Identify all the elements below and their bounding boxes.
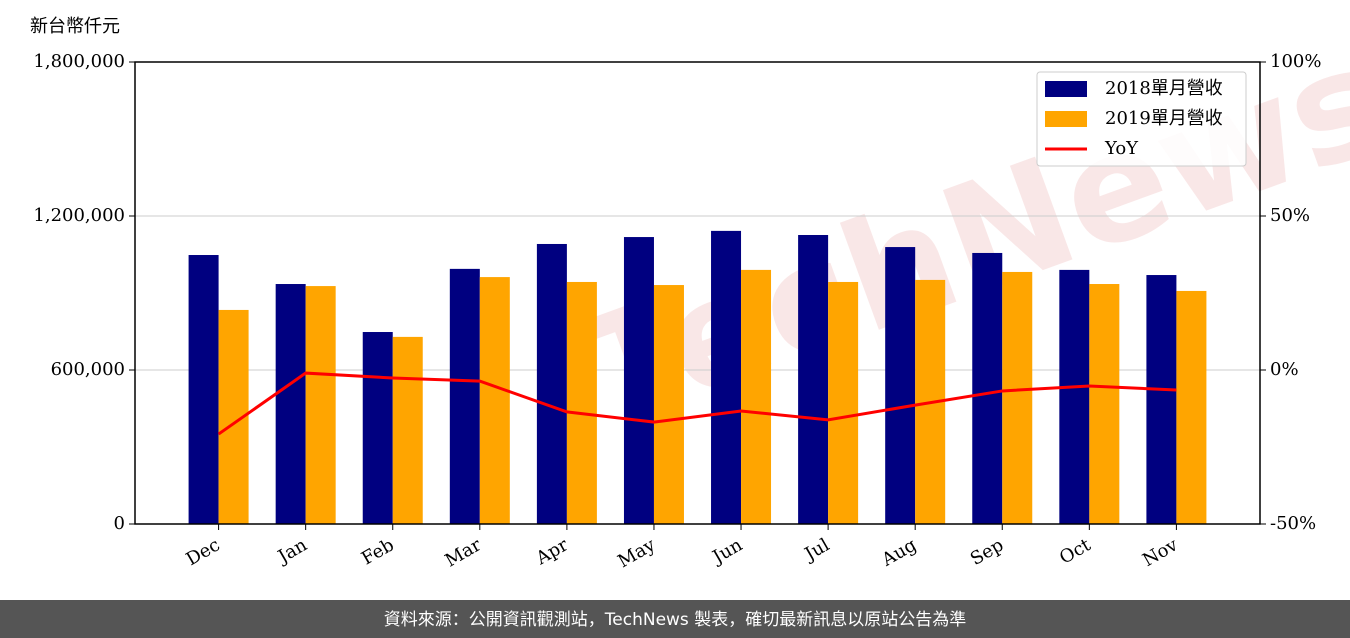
bar	[972, 252, 1003, 524]
bar	[1089, 284, 1120, 524]
line	[217, 371, 1177, 436]
legend-label: 2018單月營收	[1105, 78, 1223, 99]
y2-tick-label: -50%	[1270, 513, 1316, 534]
bar	[1059, 269, 1090, 524]
bar	[362, 332, 393, 524]
bar	[828, 281, 859, 524]
bar	[798, 234, 829, 524]
x-tick-label: Aug	[878, 534, 921, 571]
y2-tick-label: 100%	[1270, 51, 1321, 72]
y-tick-label: 600,000	[51, 359, 125, 380]
bar	[711, 230, 742, 525]
bar	[741, 269, 772, 524]
footer-band	[0, 600, 1350, 638]
legend-swatch	[1045, 81, 1087, 97]
x-tick-label: Sep	[967, 534, 1007, 569]
bar	[623, 237, 654, 524]
x-tick-label: Oct	[1056, 534, 1095, 569]
legend-label: YoY	[1104, 138, 1139, 159]
x-tick-label: Feb	[358, 534, 398, 569]
y-axis-label: 新台幣仟元	[30, 16, 120, 37]
bar	[566, 281, 597, 524]
bar	[885, 247, 916, 524]
legend-box	[1036, 71, 1247, 167]
legend-label: 2019單月營收	[1105, 108, 1223, 129]
bar	[449, 268, 480, 524]
bar	[479, 277, 510, 524]
x-tick-label: Jul	[800, 534, 834, 566]
x-tick-label: Dec	[183, 534, 224, 570]
x-tick-label: Jan	[273, 534, 311, 568]
plot-frame	[134, 61, 1261, 525]
x-tick-label: Apr	[532, 534, 572, 569]
bar	[1002, 271, 1033, 524]
bar	[305, 286, 336, 524]
x-tick-label: May	[614, 534, 659, 572]
y-tick-label: 1,200,000	[33, 205, 125, 226]
y-tick-label: 0	[114, 513, 125, 534]
y2-tick-label: 50%	[1270, 205, 1310, 226]
footer: 資料來源：公開資訊觀測站，TechNews 製表，確切最新訊息以原站公告為準	[384, 610, 966, 630]
bar	[536, 243, 567, 524]
bar	[1176, 290, 1207, 524]
x-tick-label: Jun	[707, 534, 746, 569]
bar	[188, 255, 219, 524]
bar	[653, 285, 684, 524]
legend-swatch	[1045, 111, 1087, 127]
bar	[1146, 275, 1177, 524]
bar	[392, 336, 423, 524]
y2-tick-label: 0%	[1270, 359, 1299, 380]
x-tick-label: Mar	[442, 534, 486, 571]
x-tick-label: Nov	[1139, 534, 1182, 571]
bar	[275, 284, 306, 524]
y-tick-label: 1,800,000	[33, 51, 125, 72]
